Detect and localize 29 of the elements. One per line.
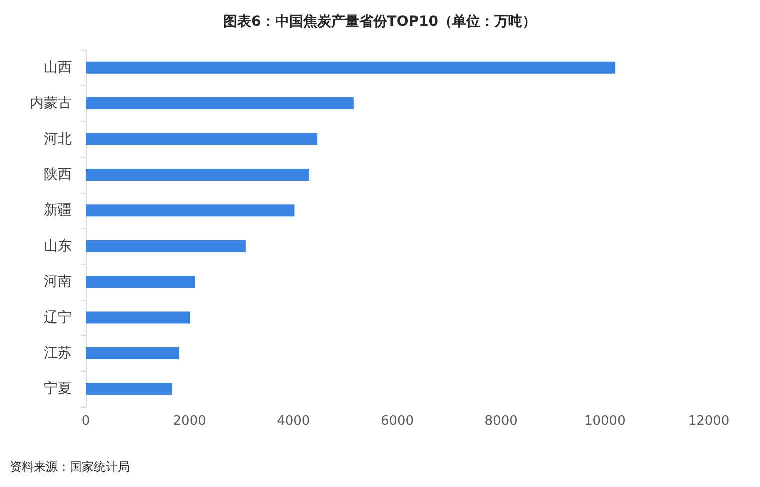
chart-title: 图表6：中国焦炭产量省份TOP10（单位：万吨） xyxy=(224,13,536,30)
bar xyxy=(86,98,354,110)
x-tick-label: 8000 xyxy=(484,414,518,429)
y-tick-label: 新疆 xyxy=(44,202,72,219)
y-tick-label: 河南 xyxy=(44,274,72,290)
y-tick-label: 河北 xyxy=(44,131,72,148)
x-tick-label: 10000 xyxy=(584,414,626,429)
y-tick-label: 宁夏 xyxy=(44,381,72,398)
y-tick-label: 陕西 xyxy=(44,166,72,183)
y-tick-label: 内蒙古 xyxy=(30,96,72,112)
bar xyxy=(86,168,310,181)
x-tick-label: 12000 xyxy=(688,414,730,429)
bar xyxy=(86,347,180,360)
y-tick-label: 江苏 xyxy=(44,345,72,362)
bar xyxy=(86,240,246,252)
bar xyxy=(86,312,190,324)
bar xyxy=(86,204,295,217)
x-tick-label: 6000 xyxy=(380,414,414,429)
x-tick-label: 4000 xyxy=(277,414,310,429)
y-tick-label: 辽宁 xyxy=(44,310,72,326)
x-tick-label: 0 xyxy=(82,414,90,429)
y-tick-label: 山东 xyxy=(44,238,72,254)
bar xyxy=(86,383,172,396)
text: 资料来源：国家统计局 xyxy=(10,460,130,474)
x-tick-label: 2000 xyxy=(173,414,206,429)
bar xyxy=(86,276,196,288)
y-tick-label: 山西 xyxy=(44,60,72,76)
bar xyxy=(86,133,318,146)
bar xyxy=(86,62,616,74)
